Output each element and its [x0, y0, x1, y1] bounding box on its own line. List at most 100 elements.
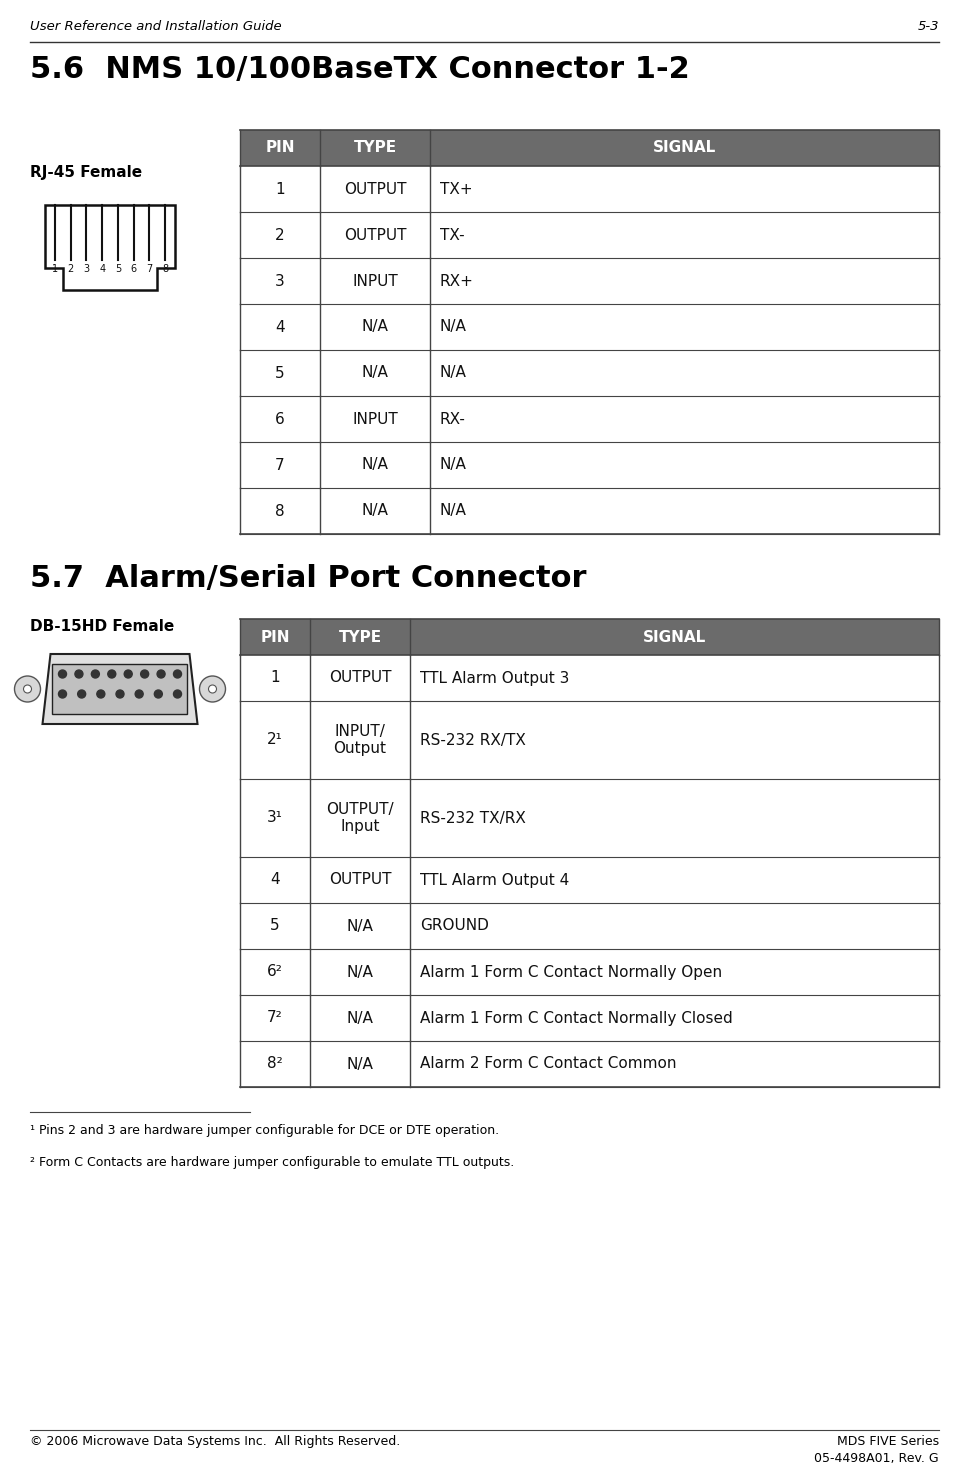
Bar [240, 780, 939, 857]
Text: N/A: N/A [347, 1057, 373, 1072]
Text: N/A: N/A [361, 504, 389, 518]
Text: INPUT: INPUT [352, 411, 398, 427]
Circle shape [91, 669, 100, 678]
Circle shape [208, 686, 216, 693]
Circle shape [200, 675, 226, 702]
Circle shape [58, 690, 67, 697]
Circle shape [75, 669, 83, 678]
Text: RS-232 RX/TX: RS-232 RX/TX [420, 733, 526, 747]
Circle shape [97, 690, 105, 697]
Circle shape [15, 675, 41, 702]
Text: 6: 6 [275, 411, 285, 427]
Text: 3: 3 [83, 264, 89, 275]
Text: TYPE: TYPE [354, 141, 396, 156]
Text: GROUND: GROUND [420, 919, 489, 934]
Circle shape [58, 669, 67, 678]
Text: Alarm 1 Form C Contact Normally Open: Alarm 1 Form C Contact Normally Open [420, 964, 722, 979]
Bar [240, 396, 939, 442]
Bar [240, 857, 939, 903]
Circle shape [141, 669, 148, 678]
Text: RX-: RX- [440, 411, 466, 427]
Text: TX-: TX- [440, 228, 464, 242]
Text: SIGNAL: SIGNAL [653, 141, 716, 156]
Text: 6²: 6² [267, 964, 283, 979]
Text: N/A: N/A [361, 320, 389, 335]
Bar [240, 442, 939, 487]
Text: ² Form C Contacts are hardware jumper configurable to emulate TTL outputs.: ² Form C Contacts are hardware jumper co… [30, 1155, 515, 1169]
Bar [240, 995, 939, 1041]
Text: Alarm 2 Form C Contact Common: Alarm 2 Form C Contact Common [420, 1057, 676, 1072]
Text: MDS FIVE Series: MDS FIVE Series [837, 1436, 939, 1447]
Text: 4: 4 [270, 872, 280, 888]
Bar [240, 948, 939, 995]
Text: 1: 1 [275, 182, 285, 197]
Text: 5: 5 [275, 366, 285, 380]
Text: DB-15HD Female: DB-15HD Female [30, 619, 174, 634]
Circle shape [23, 686, 32, 693]
Text: 5-3: 5-3 [918, 21, 939, 32]
Bar [240, 349, 939, 396]
Bar [240, 304, 939, 349]
Text: 3¹: 3¹ [267, 810, 283, 825]
Text: N/A: N/A [440, 458, 467, 473]
Text: ¹ Pins 2 and 3 are hardware jumper configurable for DCE or DTE operation.: ¹ Pins 2 and 3 are hardware jumper confi… [30, 1124, 499, 1138]
Text: 5: 5 [114, 264, 121, 275]
Text: 1: 1 [52, 264, 58, 275]
Text: N/A: N/A [440, 320, 467, 335]
Circle shape [135, 690, 143, 697]
Bar [240, 702, 939, 780]
Text: OUTPUT/
Input: OUTPUT/ Input [327, 802, 393, 834]
Polygon shape [43, 655, 198, 724]
Text: PIN: PIN [266, 141, 295, 156]
Circle shape [116, 690, 124, 697]
Bar [240, 131, 939, 166]
Text: 4: 4 [99, 264, 106, 275]
Text: 8: 8 [162, 264, 168, 275]
Text: PIN: PIN [261, 630, 290, 644]
Text: OUTPUT: OUTPUT [328, 671, 391, 686]
Text: TX+: TX+ [440, 182, 473, 197]
Text: 2: 2 [275, 228, 285, 242]
Text: 3: 3 [275, 273, 285, 289]
Text: OUTPUT: OUTPUT [344, 182, 406, 197]
Circle shape [124, 669, 132, 678]
Bar [240, 211, 939, 258]
Text: N/A: N/A [347, 1010, 373, 1026]
Text: N/A: N/A [361, 458, 389, 473]
Text: 8: 8 [275, 504, 285, 518]
Text: RJ-45 Female: RJ-45 Female [30, 164, 142, 181]
Text: User Reference and Installation Guide: User Reference and Installation Guide [30, 21, 282, 32]
Text: N/A: N/A [347, 919, 373, 934]
Text: © 2006 Microwave Data Systems Inc.  All Rights Reserved.: © 2006 Microwave Data Systems Inc. All R… [30, 1436, 400, 1447]
Text: OUTPUT: OUTPUT [328, 872, 391, 888]
Text: 7²: 7² [267, 1010, 283, 1026]
Text: 7: 7 [275, 458, 285, 473]
Text: TTL Alarm Output 3: TTL Alarm Output 3 [420, 671, 570, 686]
Text: 2¹: 2¹ [267, 733, 283, 747]
Bar [240, 903, 939, 948]
Text: N/A: N/A [440, 366, 467, 380]
Bar [240, 487, 939, 534]
Text: TTL Alarm Output 4: TTL Alarm Output 4 [420, 872, 569, 888]
Text: INPUT: INPUT [352, 273, 398, 289]
Text: Alarm 1 Form C Contact Normally Closed: Alarm 1 Form C Contact Normally Closed [420, 1010, 733, 1026]
Text: N/A: N/A [440, 504, 467, 518]
Text: 5.7  Alarm/Serial Port Connector: 5.7 Alarm/Serial Port Connector [30, 564, 586, 593]
Circle shape [108, 669, 115, 678]
Text: 05-4498A01, Rev. G: 05-4498A01, Rev. G [814, 1452, 939, 1465]
Bar [52, 664, 187, 713]
Text: 7: 7 [146, 264, 152, 275]
Text: 2: 2 [68, 264, 74, 275]
Circle shape [173, 669, 181, 678]
Text: 8²: 8² [267, 1057, 283, 1072]
Circle shape [173, 690, 181, 697]
Text: OUTPUT: OUTPUT [344, 228, 406, 242]
Text: N/A: N/A [361, 366, 389, 380]
Bar [240, 1041, 939, 1086]
Text: SIGNAL: SIGNAL [642, 630, 706, 644]
Text: 1: 1 [270, 671, 280, 686]
Text: 5.6  NMS 10/100BaseTX Connector 1-2: 5.6 NMS 10/100BaseTX Connector 1-2 [30, 54, 690, 84]
Text: N/A: N/A [347, 964, 373, 979]
Text: INPUT/
Output: INPUT/ Output [333, 724, 387, 756]
Polygon shape [45, 206, 175, 291]
